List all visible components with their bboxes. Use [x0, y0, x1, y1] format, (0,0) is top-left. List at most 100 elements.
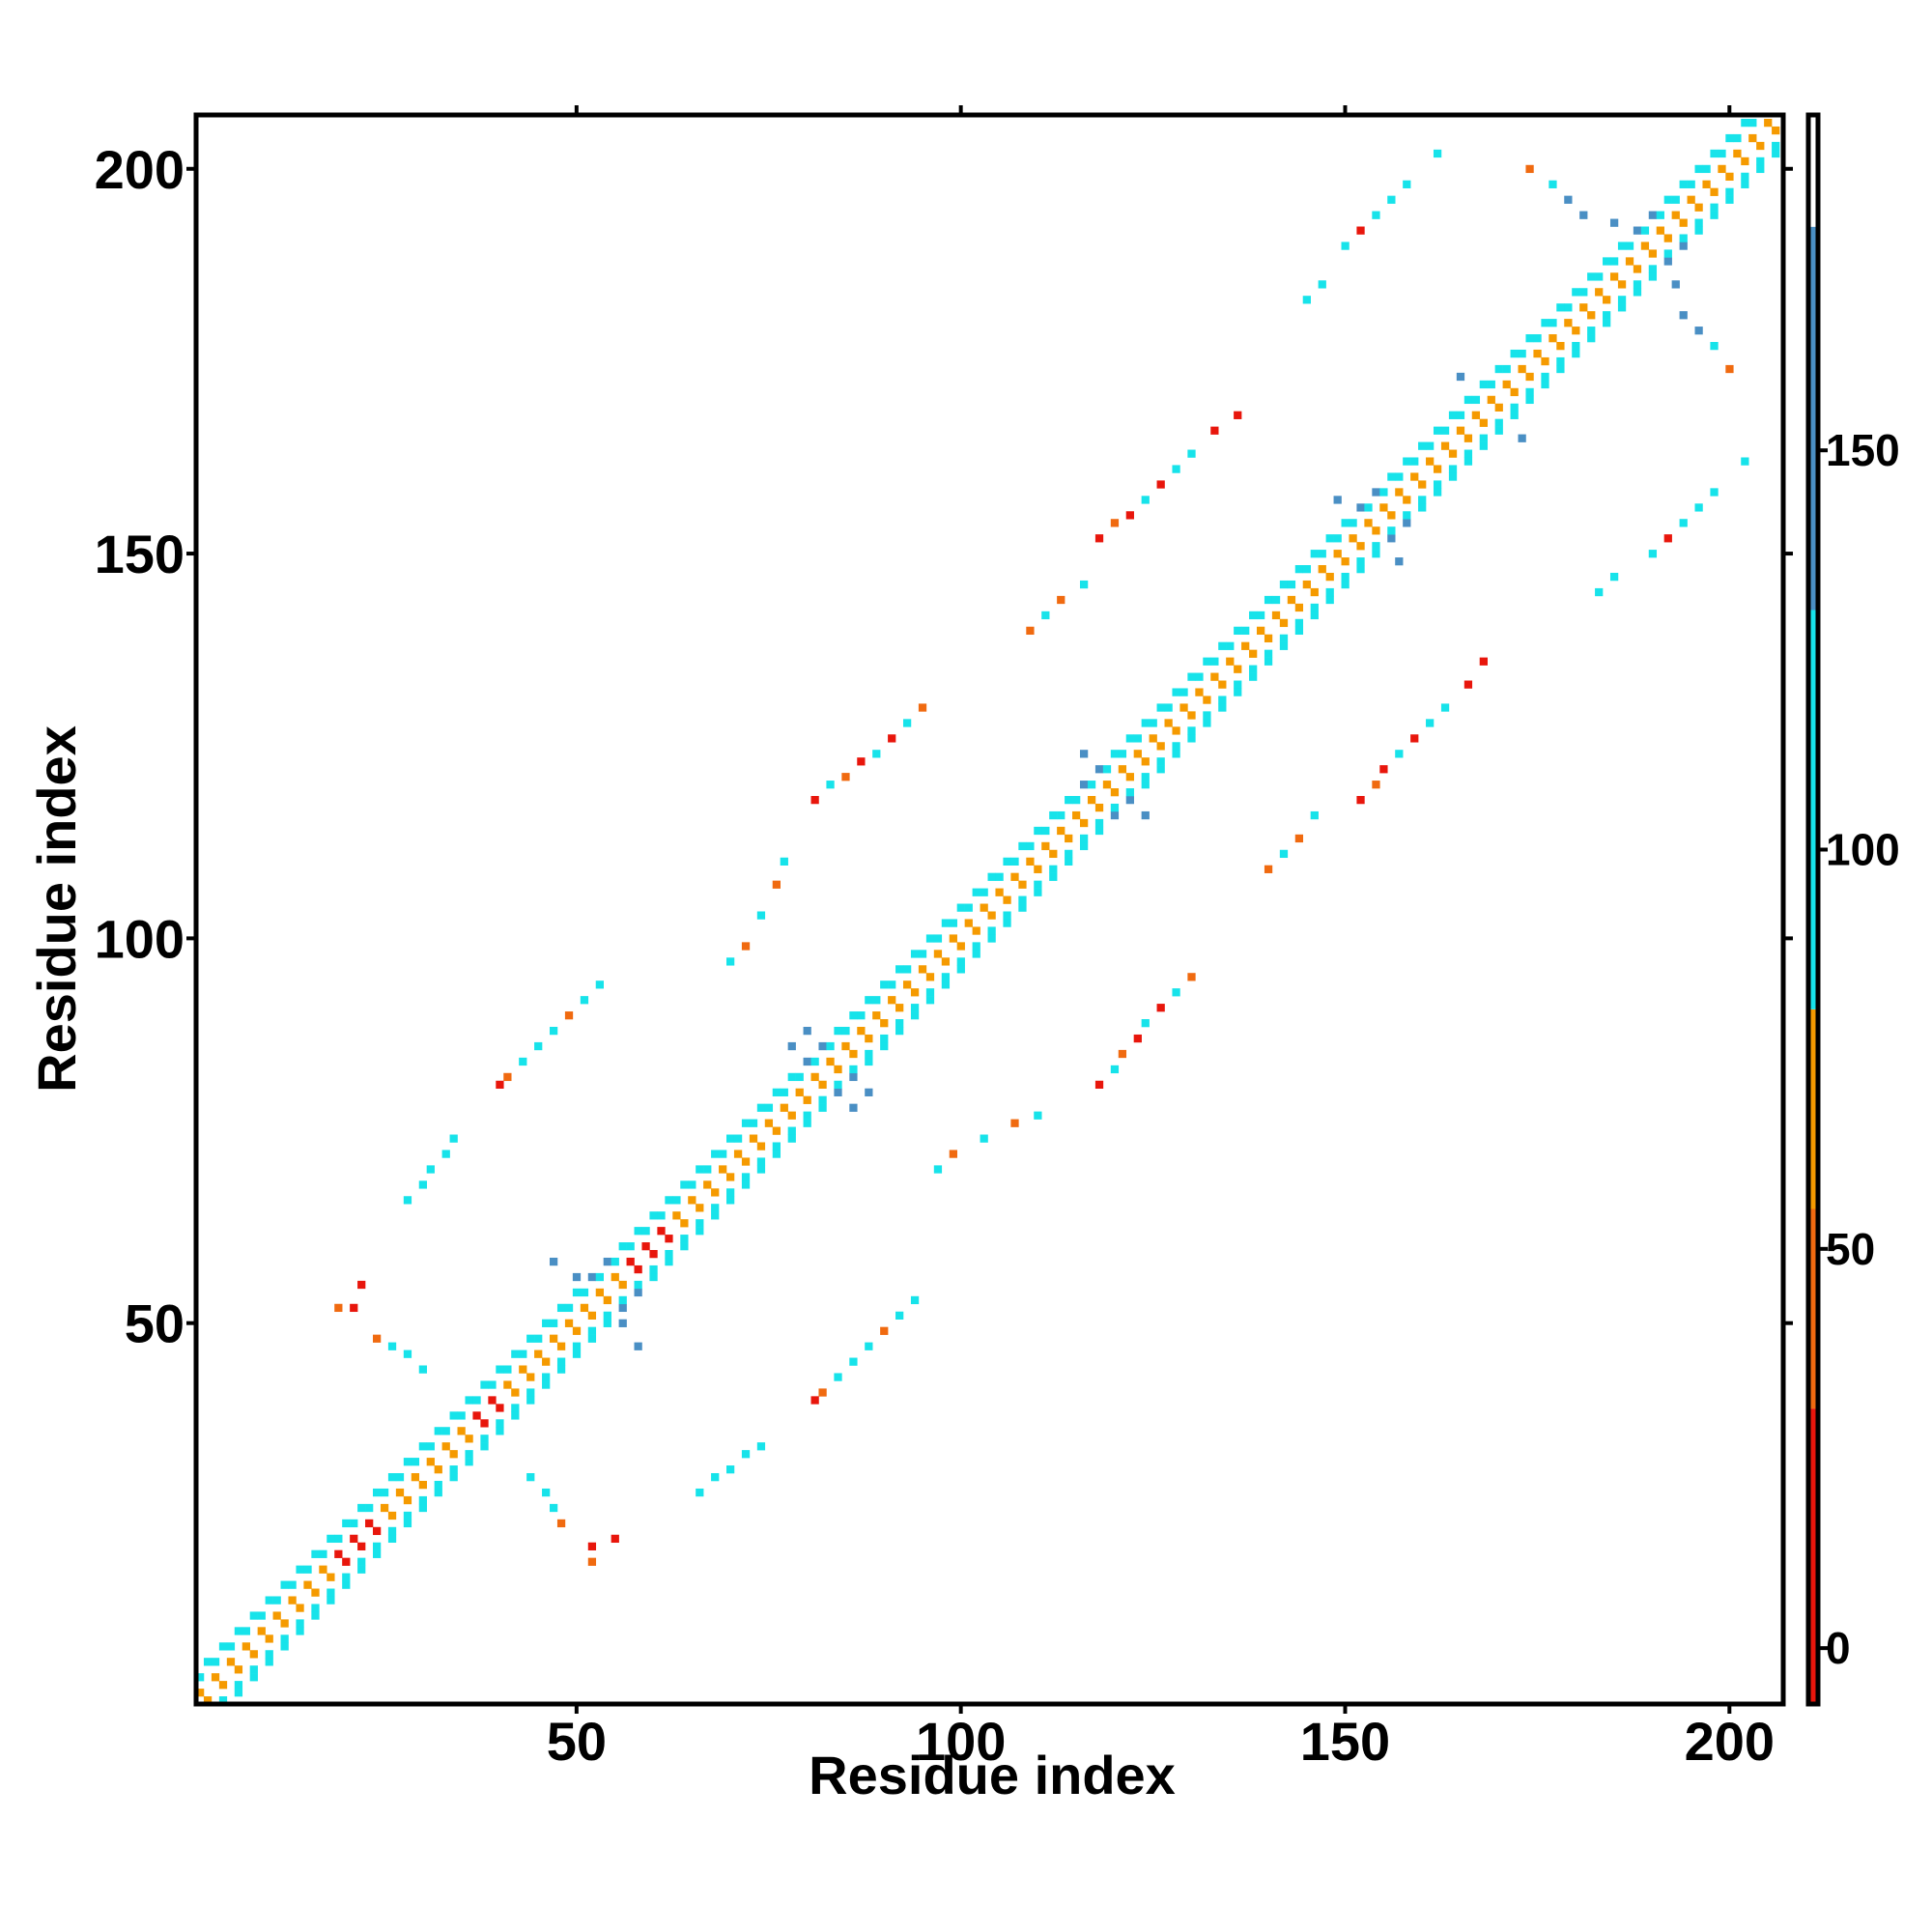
cell [987, 872, 996, 881]
cell [519, 1057, 527, 1066]
cell [818, 1103, 827, 1112]
cell [1172, 750, 1180, 758]
cell [964, 903, 973, 912]
cell [910, 1004, 920, 1012]
cell [403, 1196, 412, 1205]
cell [841, 1041, 850, 1051]
cell [956, 957, 965, 966]
cell [933, 1165, 943, 1174]
cell [1094, 818, 1104, 828]
cell [1094, 826, 1104, 836]
cell [1725, 364, 1734, 374]
cell [1609, 572, 1619, 582]
cell [841, 1026, 850, 1036]
cell [1756, 141, 1765, 151]
cell [1525, 164, 1534, 174]
cell [603, 1311, 611, 1320]
cell [395, 1488, 405, 1497]
cell [1694, 203, 1703, 212]
cell [834, 1373, 842, 1381]
cell [1426, 441, 1435, 450]
cell [218, 1642, 228, 1651]
cell [1456, 411, 1465, 419]
cell [196, 1689, 205, 1697]
cell [1710, 187, 1719, 196]
cell [1718, 149, 1726, 158]
cell [1679, 234, 1688, 242]
cell [211, 1673, 220, 1682]
cell [1325, 587, 1334, 597]
cell [818, 1041, 827, 1051]
cell [834, 1026, 842, 1036]
cell [1102, 765, 1112, 774]
cell [888, 734, 896, 743]
cell [618, 1242, 627, 1251]
cell [303, 1580, 312, 1589]
cell [1579, 303, 1588, 312]
cell [1633, 226, 1642, 235]
cell [1564, 195, 1573, 204]
cell [511, 1404, 520, 1412]
cell [1356, 565, 1365, 574]
cell [1110, 810, 1120, 820]
colorbar-tick-label: 100 [1826, 825, 1900, 875]
cell [1294, 603, 1304, 612]
cell [1125, 796, 1134, 805]
cell [242, 1627, 250, 1635]
cell [780, 1103, 788, 1112]
cell [1395, 750, 1404, 758]
cell [1041, 841, 1050, 851]
cell [1387, 195, 1396, 204]
cell [1218, 641, 1227, 650]
cell [1010, 1119, 1019, 1127]
cell [680, 1242, 689, 1251]
cell [1525, 334, 1534, 343]
cell [803, 1057, 811, 1066]
cell [733, 1150, 743, 1158]
x-tick-label: 200 [1685, 1711, 1775, 1772]
cell [1318, 280, 1326, 289]
cell [411, 1458, 420, 1466]
cell [618, 1280, 627, 1290]
cell [1772, 149, 1780, 158]
cell [1494, 426, 1503, 435]
cell [1741, 180, 1749, 188]
cell [387, 1526, 397, 1536]
cell [595, 1288, 604, 1297]
cell [741, 1450, 751, 1459]
cell [1057, 595, 1065, 605]
cell [1179, 703, 1188, 712]
cell [465, 1450, 473, 1459]
cell [234, 1689, 243, 1697]
cell [1072, 810, 1081, 820]
cell [1249, 672, 1258, 681]
cell [272, 1596, 281, 1605]
cell [1410, 457, 1419, 466]
cell [1302, 296, 1311, 304]
cell [1310, 603, 1319, 612]
cell [1741, 457, 1749, 466]
cell [1156, 757, 1165, 766]
cell [634, 1280, 642, 1290]
cell [1294, 834, 1304, 843]
cell [787, 1072, 796, 1082]
cell [265, 1658, 273, 1666]
cell [1648, 249, 1658, 258]
cell [1333, 496, 1342, 504]
cell [1118, 750, 1127, 758]
cell [1234, 626, 1242, 636]
cell [1694, 226, 1703, 235]
cell [1448, 465, 1458, 473]
cell [895, 1311, 904, 1320]
cell [1748, 118, 1757, 128]
cell [472, 1396, 481, 1405]
cell [910, 1011, 920, 1020]
cell [441, 1150, 450, 1158]
cell [1510, 411, 1519, 419]
cell [880, 1019, 889, 1028]
cell [334, 1534, 343, 1544]
cell [880, 1041, 889, 1051]
cell [1410, 472, 1419, 481]
cell [1203, 696, 1211, 704]
cell [449, 1473, 458, 1482]
